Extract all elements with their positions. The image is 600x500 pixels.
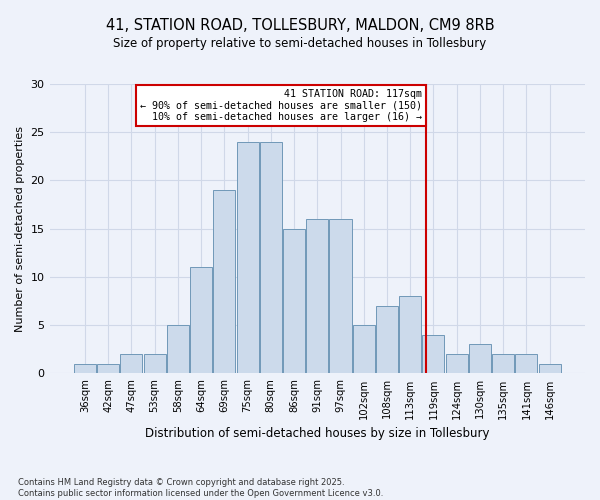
Bar (306, 219, 328, 374)
Bar (260, 142, 282, 374)
Bar (515, 354, 538, 374)
Text: 41 STATION ROAD: 117sqm
← 90% of semi-detached houses are smaller (150)
10% of s: 41 STATION ROAD: 117sqm ← 90% of semi-de… (140, 89, 422, 122)
Bar (422, 335, 445, 374)
Text: Contains HM Land Registry data © Crown copyright and database right 2025.
Contai: Contains HM Land Registry data © Crown c… (18, 478, 383, 498)
Bar (469, 344, 491, 374)
Bar (283, 228, 305, 374)
Bar (190, 268, 212, 374)
Bar (492, 354, 514, 374)
Text: Size of property relative to semi-detached houses in Tollesbury: Size of property relative to semi-detach… (113, 38, 487, 51)
Bar (539, 364, 560, 374)
Text: 41, STATION ROAD, TOLLESBURY, MALDON, CM9 8RB: 41, STATION ROAD, TOLLESBURY, MALDON, CM… (106, 18, 494, 32)
Bar (213, 190, 235, 374)
Bar (329, 219, 352, 374)
Y-axis label: Number of semi-detached properties: Number of semi-detached properties (15, 126, 25, 332)
Bar (74, 364, 96, 374)
Bar (121, 354, 142, 374)
Bar (399, 296, 421, 374)
Bar (446, 354, 468, 374)
Bar (143, 354, 166, 374)
Bar (236, 142, 259, 374)
X-axis label: Distribution of semi-detached houses by size in Tollesbury: Distribution of semi-detached houses by … (145, 427, 490, 440)
Bar (167, 325, 189, 374)
Bar (376, 306, 398, 374)
Bar (353, 325, 375, 374)
Bar (97, 364, 119, 374)
